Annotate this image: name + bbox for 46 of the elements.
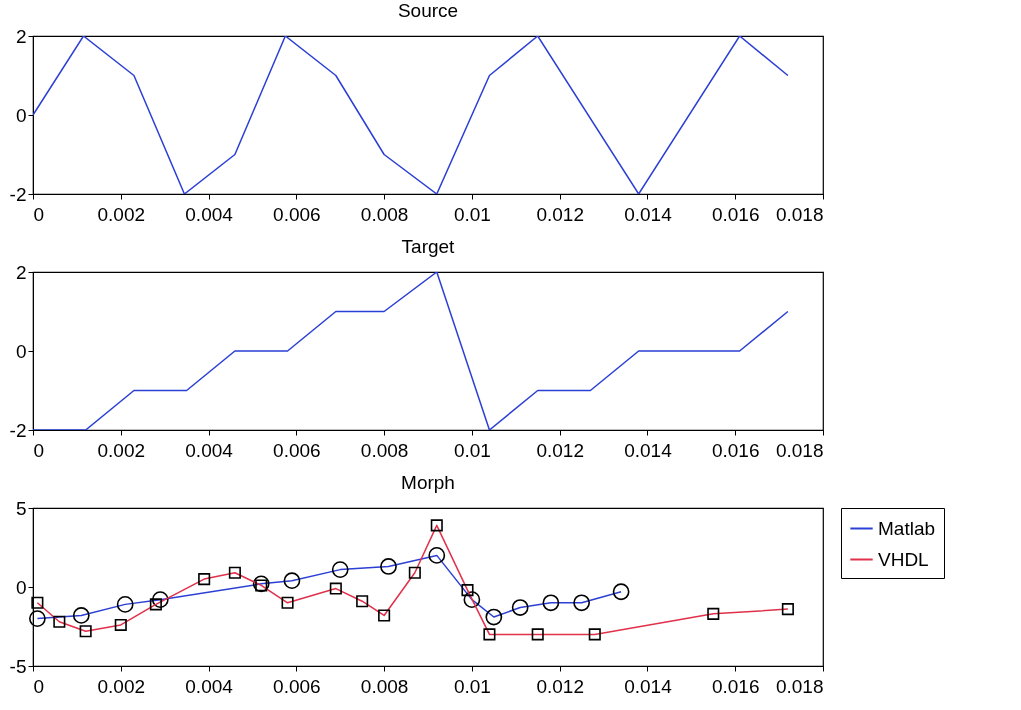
x-tick-label: 0 [33,675,45,697]
x-tick-label: 0.018 [775,439,824,461]
y-tick-label: -2 [9,183,27,205]
x-tick-label: 0.012 [536,203,584,225]
line-series [33,36,789,194]
legend-label: VHDL [878,548,929,570]
x-tick-label: 0 [33,439,45,461]
x-tick-label: 0.006 [273,439,321,461]
x-tick-label: 0.006 [273,203,321,225]
x-tick-label: 0.008 [360,439,409,461]
x-tick-label: 0.01 [453,203,491,225]
legend-label: Matlab [878,517,936,539]
x-tick-label: 0.012 [536,675,584,697]
chart-title: Target [401,236,456,257]
x-tick-label: 0.01 [453,675,491,697]
y-tick-label: 0 [15,104,27,126]
x-tick-label: 0.014 [624,203,673,225]
x-tick-label: 0.018 [775,203,824,225]
x-tick-label: 0.008 [360,203,409,225]
x-tick-label: 0.01 [453,439,491,461]
x-tick-label: 0.002 [97,439,146,461]
y-tick-label: 0 [15,340,27,362]
x-tick-label: 0.014 [624,675,673,697]
y-tick-label: 2 [15,261,27,283]
chart-title: Morph [401,472,455,493]
chart-title: Source [397,0,459,21]
line-series [33,272,789,430]
y-tick-label: 2 [15,25,27,47]
x-tick-label: 0.016 [711,675,760,697]
x-tick-label: 0.012 [536,439,584,461]
x-tick-label: 0.006 [273,675,321,697]
x-tick-label: 0.002 [97,203,146,225]
y-tick-label: 0 [15,576,27,598]
y-tick-label: -2 [9,419,27,441]
x-tick-label: 0.008 [360,675,409,697]
x-tick-label: 0.014 [624,439,673,461]
x-tick-label: 0.004 [185,675,234,697]
x-tick-label: 0.004 [185,203,234,225]
x-tick-label: 0.002 [97,675,146,697]
x-tick-label: 0.016 [711,203,760,225]
y-tick-label: 5 [15,497,27,519]
x-tick-label: 0 [33,203,45,225]
x-tick-label: 0.016 [711,439,760,461]
x-tick-label: 0.004 [185,439,234,461]
x-tick-label: 0.018 [775,675,824,697]
y-tick-label: -5 [9,655,27,677]
